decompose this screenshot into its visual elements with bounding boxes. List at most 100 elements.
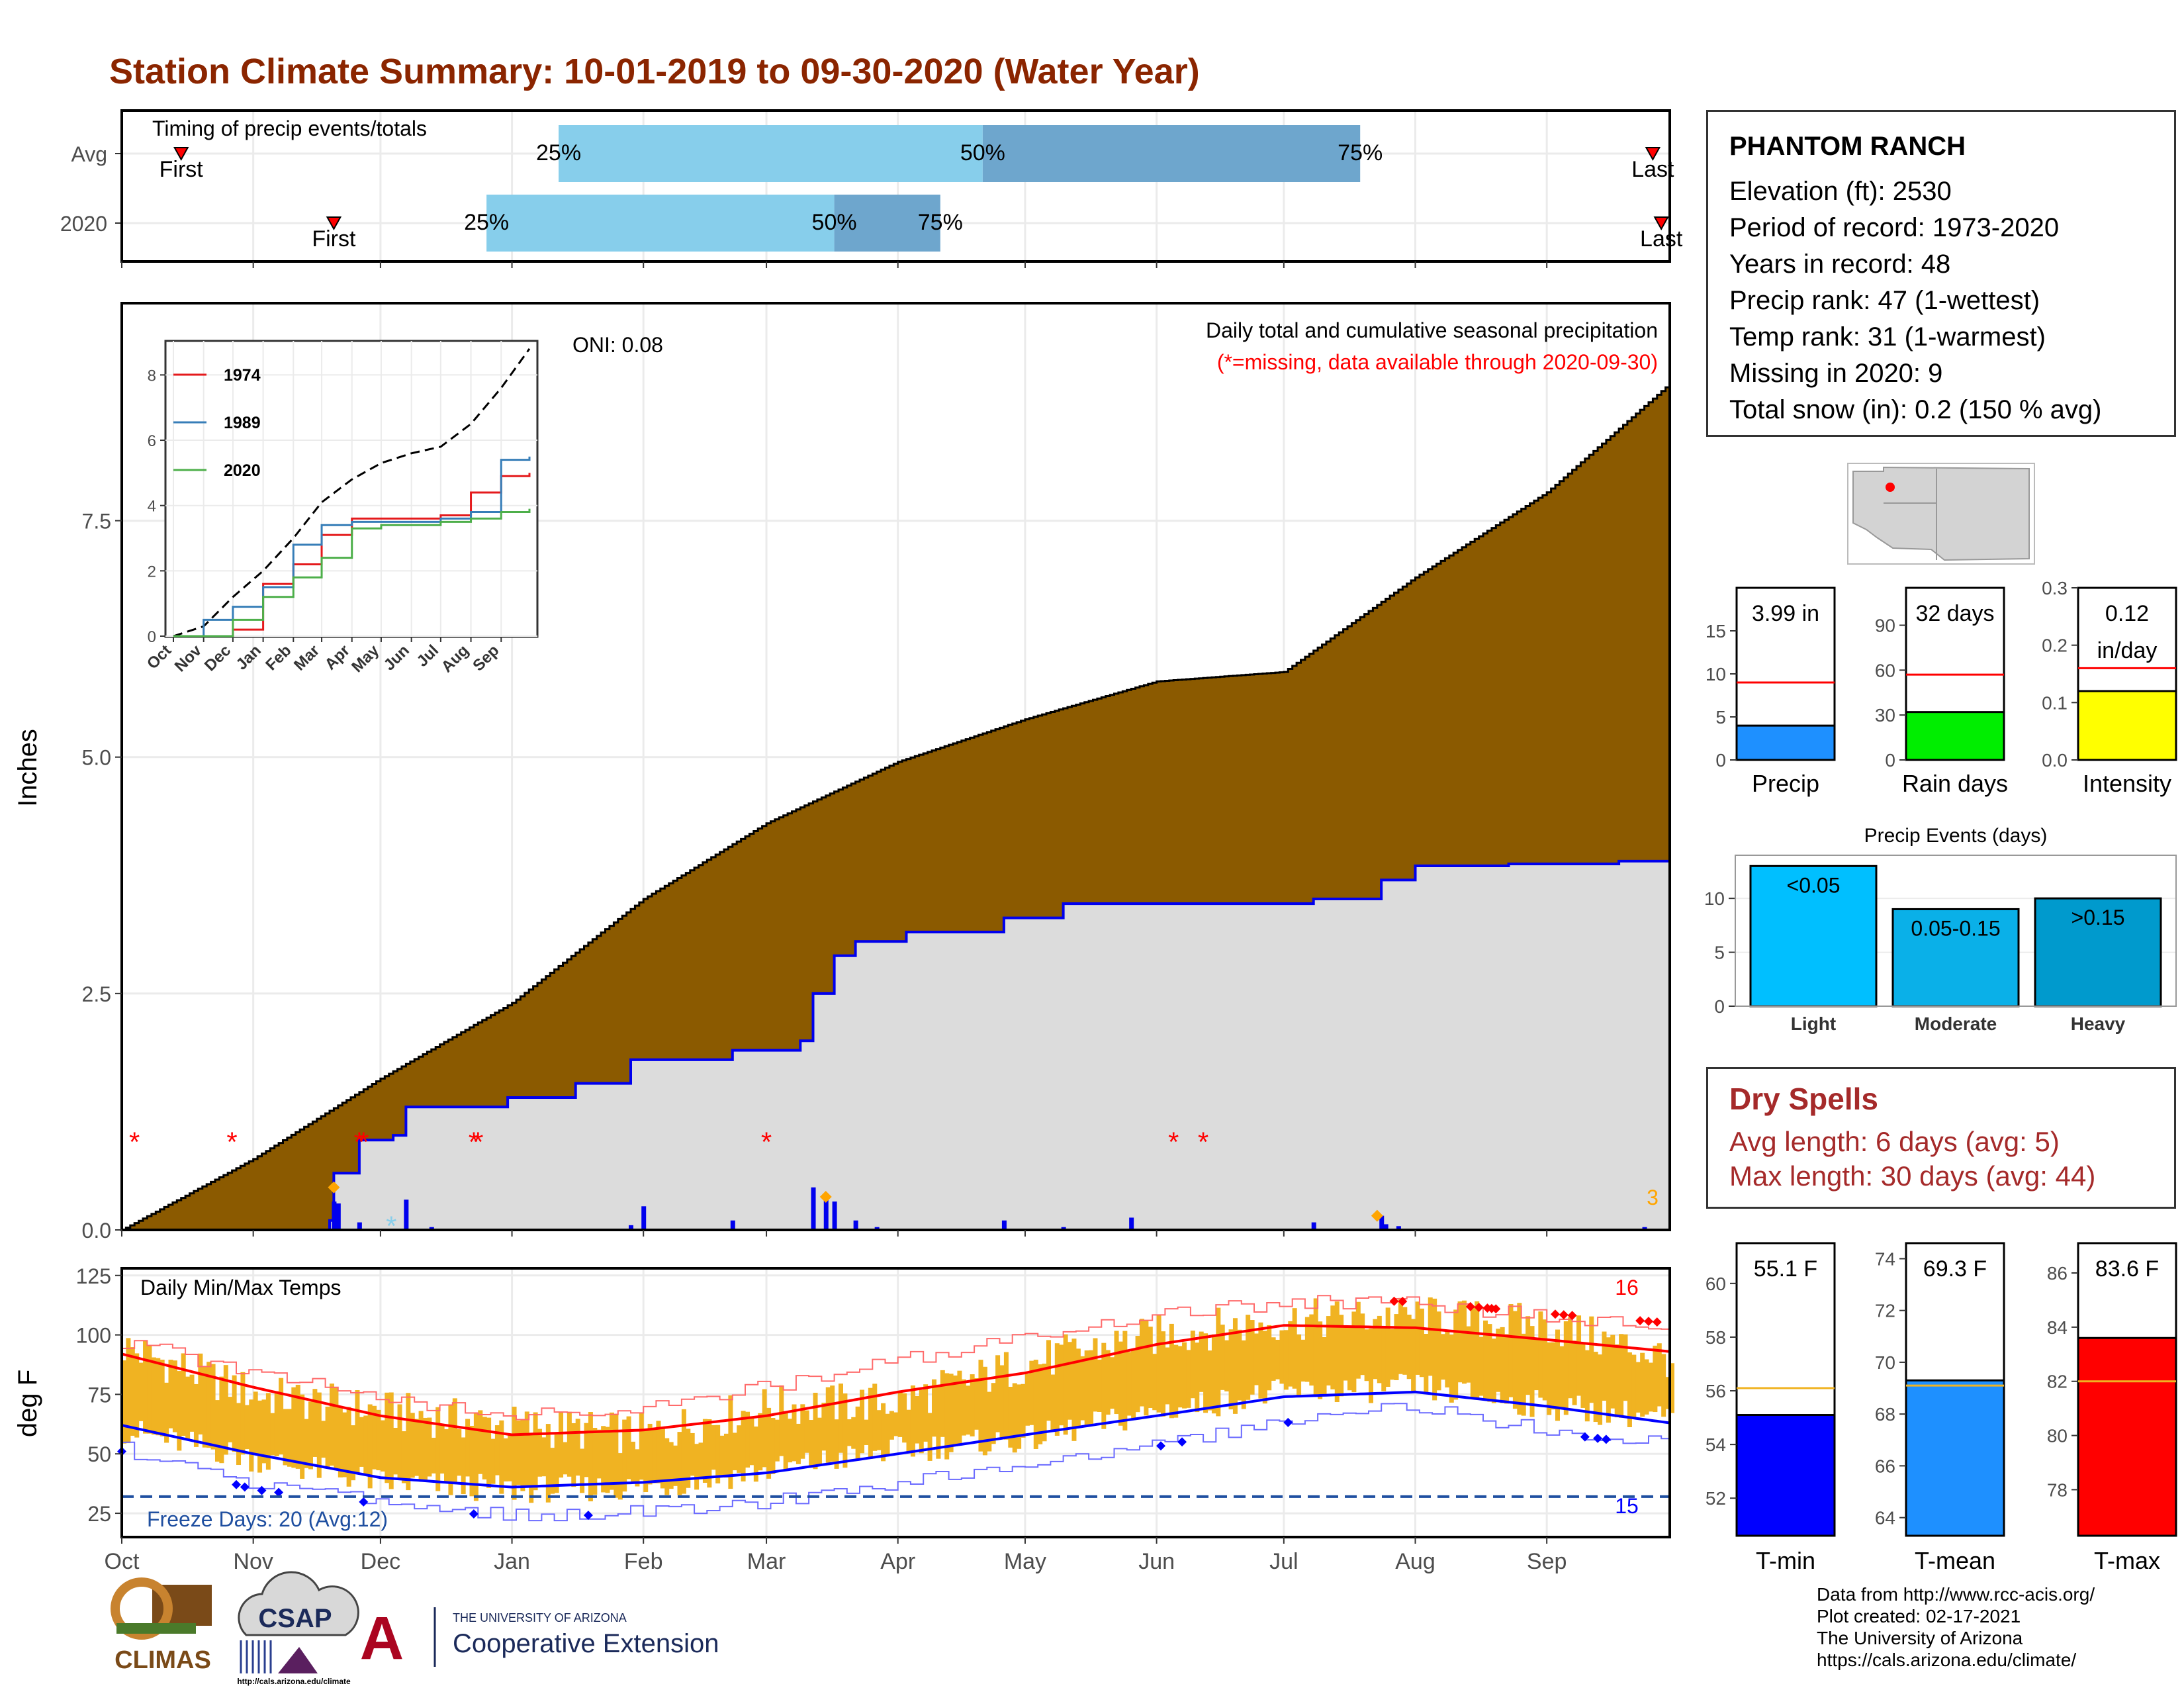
daily-temp-range-bar — [1148, 1327, 1153, 1408]
climas-logo-band — [116, 1623, 196, 1634]
avg-cumulative-line — [122, 383, 1671, 1231]
daily-temp-range-bar — [1415, 1301, 1420, 1375]
daily-temp-range-bar — [1216, 1307, 1221, 1417]
daily-temp-range-bar — [316, 1392, 322, 1478]
daily-precip-bar — [404, 1199, 409, 1230]
daily-temp-range-bar — [1496, 1329, 1501, 1392]
daily-temp-range-bar — [1598, 1354, 1603, 1425]
record-low-marker — [240, 1482, 250, 1492]
daily-temp-range-bar — [1436, 1311, 1441, 1391]
daily-temp-range-bar — [1046, 1340, 1051, 1421]
daily-temp-range-bar — [1177, 1346, 1183, 1408]
summary-bar — [2077, 1336, 2177, 1537]
missing-data-marker: * — [761, 1126, 772, 1157]
y-tick-label: 2.5 — [82, 982, 111, 1006]
precip-frame — [120, 302, 1671, 1231]
daily-temp-range-bar — [1457, 1301, 1463, 1383]
x-tick-label: Nov — [233, 1549, 273, 1574]
inset-y-tick: 4 — [148, 498, 156, 516]
daily-temp-range-bar — [253, 1391, 258, 1455]
daily-temp-range-bar — [465, 1419, 471, 1477]
daily-temp-range-bar — [257, 1400, 263, 1473]
daily-temp-range-bar — [953, 1375, 958, 1446]
daily-temp-range-bar — [482, 1417, 487, 1479]
daily-temp-range-bar — [444, 1429, 449, 1481]
first-event-label: First — [159, 157, 204, 182]
last-event-label: Last — [1640, 226, 1683, 252]
summary-y-tick: 74 — [1875, 1248, 1895, 1269]
daily-temp-range-bar — [737, 1425, 742, 1473]
daily-temp-range-bar — [1033, 1360, 1038, 1449]
record-low-marker — [1156, 1441, 1166, 1451]
daily-temp-range-bar — [635, 1449, 640, 1487]
daily-temp-range-bar — [1165, 1347, 1170, 1405]
dry-spells-avg: Avg length: 6 days (avg: 5) — [1729, 1126, 2060, 1157]
summary-category-label: Precip — [1752, 770, 1819, 797]
daily-temp-range-bar — [206, 1362, 212, 1448]
record-high-marker — [1635, 1316, 1645, 1326]
missing-data-marker: * — [358, 1126, 369, 1157]
daily-precip-bar — [853, 1220, 858, 1230]
daily-temp-range-bar — [295, 1384, 300, 1469]
daily-temp-range-bar — [452, 1398, 457, 1484]
last-event-marker — [1653, 216, 1669, 231]
daily-temp-range-bar — [753, 1426, 758, 1482]
daily-temp-range-bar — [529, 1432, 534, 1503]
record-high-marker — [1465, 1301, 1475, 1311]
daily-temp-range-bar — [889, 1411, 894, 1440]
daily-temp-range-bar — [834, 1419, 839, 1469]
daily-temp-range-bar — [126, 1338, 131, 1444]
daily-temp-range-bar — [1559, 1346, 1565, 1409]
daily-temp-range-bar — [512, 1407, 517, 1500]
daily-temp-range-bar — [639, 1413, 644, 1480]
legend-label: 2020 — [224, 461, 261, 480]
daily-temp-range-bar — [1644, 1359, 1649, 1415]
daily-temp-range-bar — [240, 1372, 246, 1455]
daily-temp-range-bar — [762, 1389, 767, 1468]
daily-temp-range-bar — [864, 1419, 869, 1445]
daily-temp-range-bar — [948, 1374, 954, 1452]
daily-temp-range-bar — [1432, 1298, 1437, 1401]
missing-data-marker: * — [469, 1126, 479, 1157]
daily-temp-range-bar — [1156, 1314, 1161, 1413]
y-tick-label: 0.0 — [82, 1219, 111, 1243]
daily-temp-range-bar — [198, 1353, 203, 1434]
daily-temp-range-bar — [418, 1411, 424, 1481]
daily-temp-range-bar — [1402, 1307, 1408, 1375]
quartile-bar-25-50 — [486, 195, 835, 252]
summary-y-tick: 56 — [1706, 1381, 1726, 1401]
events-y-tick: 10 — [1704, 888, 1725, 909]
daily-temp-range-bar — [906, 1409, 911, 1452]
daily-temp-range-bar — [1453, 1309, 1459, 1400]
timing-title: Timing of precip events/totals — [152, 117, 427, 140]
first-event-marker — [173, 147, 189, 162]
daily-temp-range-bar — [397, 1404, 402, 1478]
daily-temp-range-bar — [1173, 1344, 1179, 1418]
inset-y-tick: 8 — [148, 367, 156, 385]
daily-temp-range-bar — [541, 1437, 547, 1477]
daily-temp-range-bar — [779, 1385, 784, 1456]
temp-y-axis-label: deg F — [13, 1370, 42, 1437]
daily-temp-range-bar — [1551, 1342, 1556, 1410]
daily-temp-range-bar — [393, 1427, 398, 1475]
daily-temp-range-bar — [1110, 1357, 1115, 1409]
daily-temp-range-bar — [478, 1410, 483, 1474]
cold-record-count: 15 — [1615, 1494, 1639, 1518]
daily-temp-range-bar — [1304, 1317, 1310, 1382]
daily-temp-range-bar — [494, 1425, 500, 1476]
daily-temp-range-bar — [210, 1364, 216, 1450]
daily-temp-range-bar — [821, 1403, 827, 1451]
daily-temp-range-bar — [1118, 1341, 1123, 1426]
temp-title: Daily Min/Max Temps — [140, 1276, 341, 1299]
snow-marker: * — [386, 1211, 396, 1242]
record-high-marker — [1398, 1296, 1408, 1306]
daily-temp-range-bar — [1670, 1363, 1675, 1413]
daily-temp-range-bar — [830, 1385, 835, 1462]
daily-temp-range-bar — [202, 1367, 207, 1448]
daily-temp-range-bar — [372, 1405, 377, 1470]
credit-line: Data from http://www.rcc-acis.org/ — [1817, 1584, 2095, 1605]
y-tick-label: 100 — [76, 1324, 111, 1348]
precip-subtitle: (*=missing, data available through 2020-… — [1217, 350, 1658, 374]
daily-temp-range-bar — [804, 1410, 809, 1453]
x-tick-label: Oct — [105, 1549, 140, 1574]
